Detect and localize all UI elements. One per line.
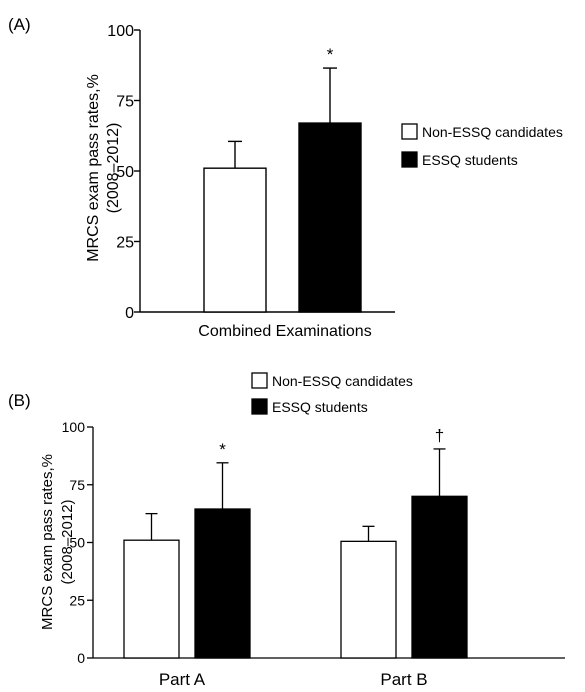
panel-a-label: (A) [8,15,31,34]
panel-a-legend-label-non-essq: Non-ESSQ candidates [422,124,563,140]
panel-a-bar-essq [298,122,362,313]
panel-a-significance-marker: * [327,45,334,64]
panel-a-y-tick-label: 100 [107,23,134,40]
panel-b-axes: 0 25 50 75 100 [62,419,565,666]
panel-b-legend-swatch-essq [251,398,268,415]
panel-a-ylabel-line1: MRCS exam pass rates,% [85,74,102,262]
panel-b-y-tick-label: 75 [69,477,85,493]
panel-a-y-tick-label: 75 [116,93,134,110]
panel-a-y-tick-label: 25 [116,234,134,251]
panel-b-bar-essq [411,495,468,659]
panel-a-legend: Non-ESSQ candidates ESSQ students [401,123,563,168]
panel-b-ylabel-line2: (2008–2012) [59,499,76,584]
panel-a-ylabel-line2: (2008–2012) [105,123,122,214]
panel-b-significance-marker: * [219,440,226,459]
panel-b-legend-swatch-non-essq [251,372,268,389]
panel-a-bars: * [203,45,362,313]
panel-b-bars: *† [123,426,468,659]
panel-a-legend-swatch-essq [401,151,418,168]
panel-a-bar-non-essq [203,167,267,313]
panel-a-y-tick-label: 0 [125,305,134,322]
panel-b-significance-marker: † [435,426,444,445]
panel-b-legend: Non-ESSQ candidates ESSQ students [251,372,413,415]
panel-b-y-tick-label: 25 [69,592,85,608]
panel-b-legend-label-non-essq: Non-ESSQ candidates [272,373,413,389]
panel-b-y-tick-label: 0 [77,650,85,666]
panel-b-y-tick-label: 100 [62,419,86,435]
panel-b-category-label-part-b: Part B [380,670,427,689]
panel-a-axes: 0 25 50 75 100 [107,23,395,322]
panel-b-bar-non-essq [123,539,180,659]
panel-a-category-label: Combined Examinations [198,323,371,340]
panel-a-y-tick-label: 50 [116,164,134,181]
panel-a-legend-swatch-non-essq [401,123,418,140]
panel-b-ylabel-line1: MRCS exam pass rates,% [39,454,56,630]
panel-b-y-tick-label: 50 [69,535,85,551]
panel-b-label: (B) [8,391,31,410]
panel-b-bar-non-essq [340,540,397,659]
panel-b-bar-essq [194,508,251,659]
panel-a-legend-label-essq: ESSQ students [422,152,518,168]
panel-b-legend-label-essq: ESSQ students [272,399,368,415]
panel-b-category-label-part-a: Part A [159,670,206,689]
panel-b: (B) Non-ESSQ candidates ESSQ students 0 2… [8,372,565,689]
